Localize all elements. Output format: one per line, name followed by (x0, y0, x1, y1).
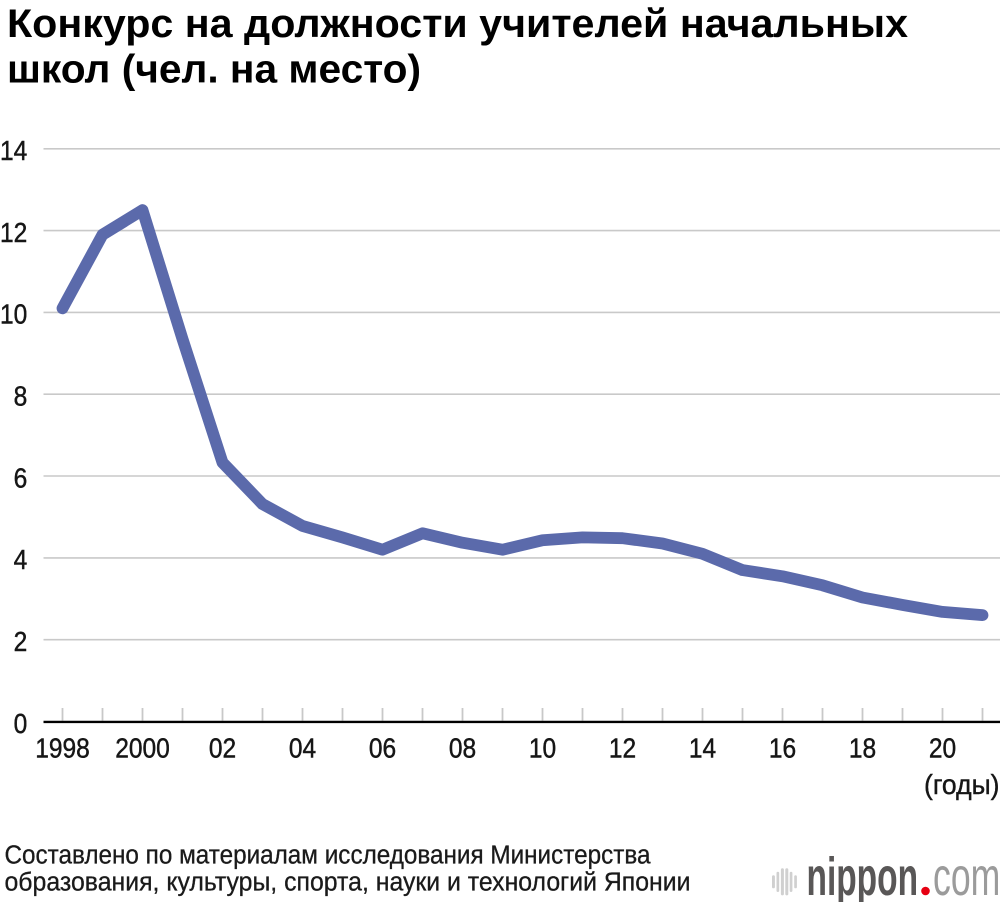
svg-text:Составлено по материалам иссле: Составлено по материалам исследования Ми… (5, 842, 652, 870)
svg-text:1998: 1998 (35, 733, 90, 764)
svg-text:04: 04 (289, 733, 316, 764)
svg-text:12: 12 (0, 217, 27, 248)
svg-text:6: 6 (14, 462, 28, 493)
svg-text:14: 14 (689, 733, 716, 764)
svg-text:2: 2 (14, 626, 28, 657)
svg-text:10: 10 (529, 733, 556, 764)
svg-text:nippon: nippon (807, 846, 919, 902)
svg-text:14: 14 (0, 135, 27, 166)
svg-text:2000: 2000 (115, 733, 170, 764)
svg-text:10: 10 (0, 299, 27, 330)
svg-text:08: 08 (449, 733, 476, 764)
svg-text:Конкурс на должности учителей: Конкурс на должности учителей начальных (7, 2, 908, 46)
svg-text:com: com (933, 847, 1000, 902)
svg-text:4: 4 (14, 544, 28, 575)
svg-text:16: 16 (769, 733, 796, 764)
svg-text:20: 20 (929, 733, 956, 764)
svg-text:образования, культуры, спорта,: образования, культуры, спорта, науки и т… (5, 869, 691, 897)
svg-text:школ (чел. на место): школ (чел. на место) (7, 48, 421, 92)
svg-text:(годы): (годы) (924, 769, 1000, 800)
svg-text:8: 8 (14, 381, 28, 412)
svg-text:12: 12 (609, 733, 636, 764)
svg-text:18: 18 (849, 733, 876, 764)
svg-text:0: 0 (14, 708, 28, 739)
svg-text:02: 02 (209, 733, 236, 764)
svg-text:06: 06 (369, 733, 396, 764)
